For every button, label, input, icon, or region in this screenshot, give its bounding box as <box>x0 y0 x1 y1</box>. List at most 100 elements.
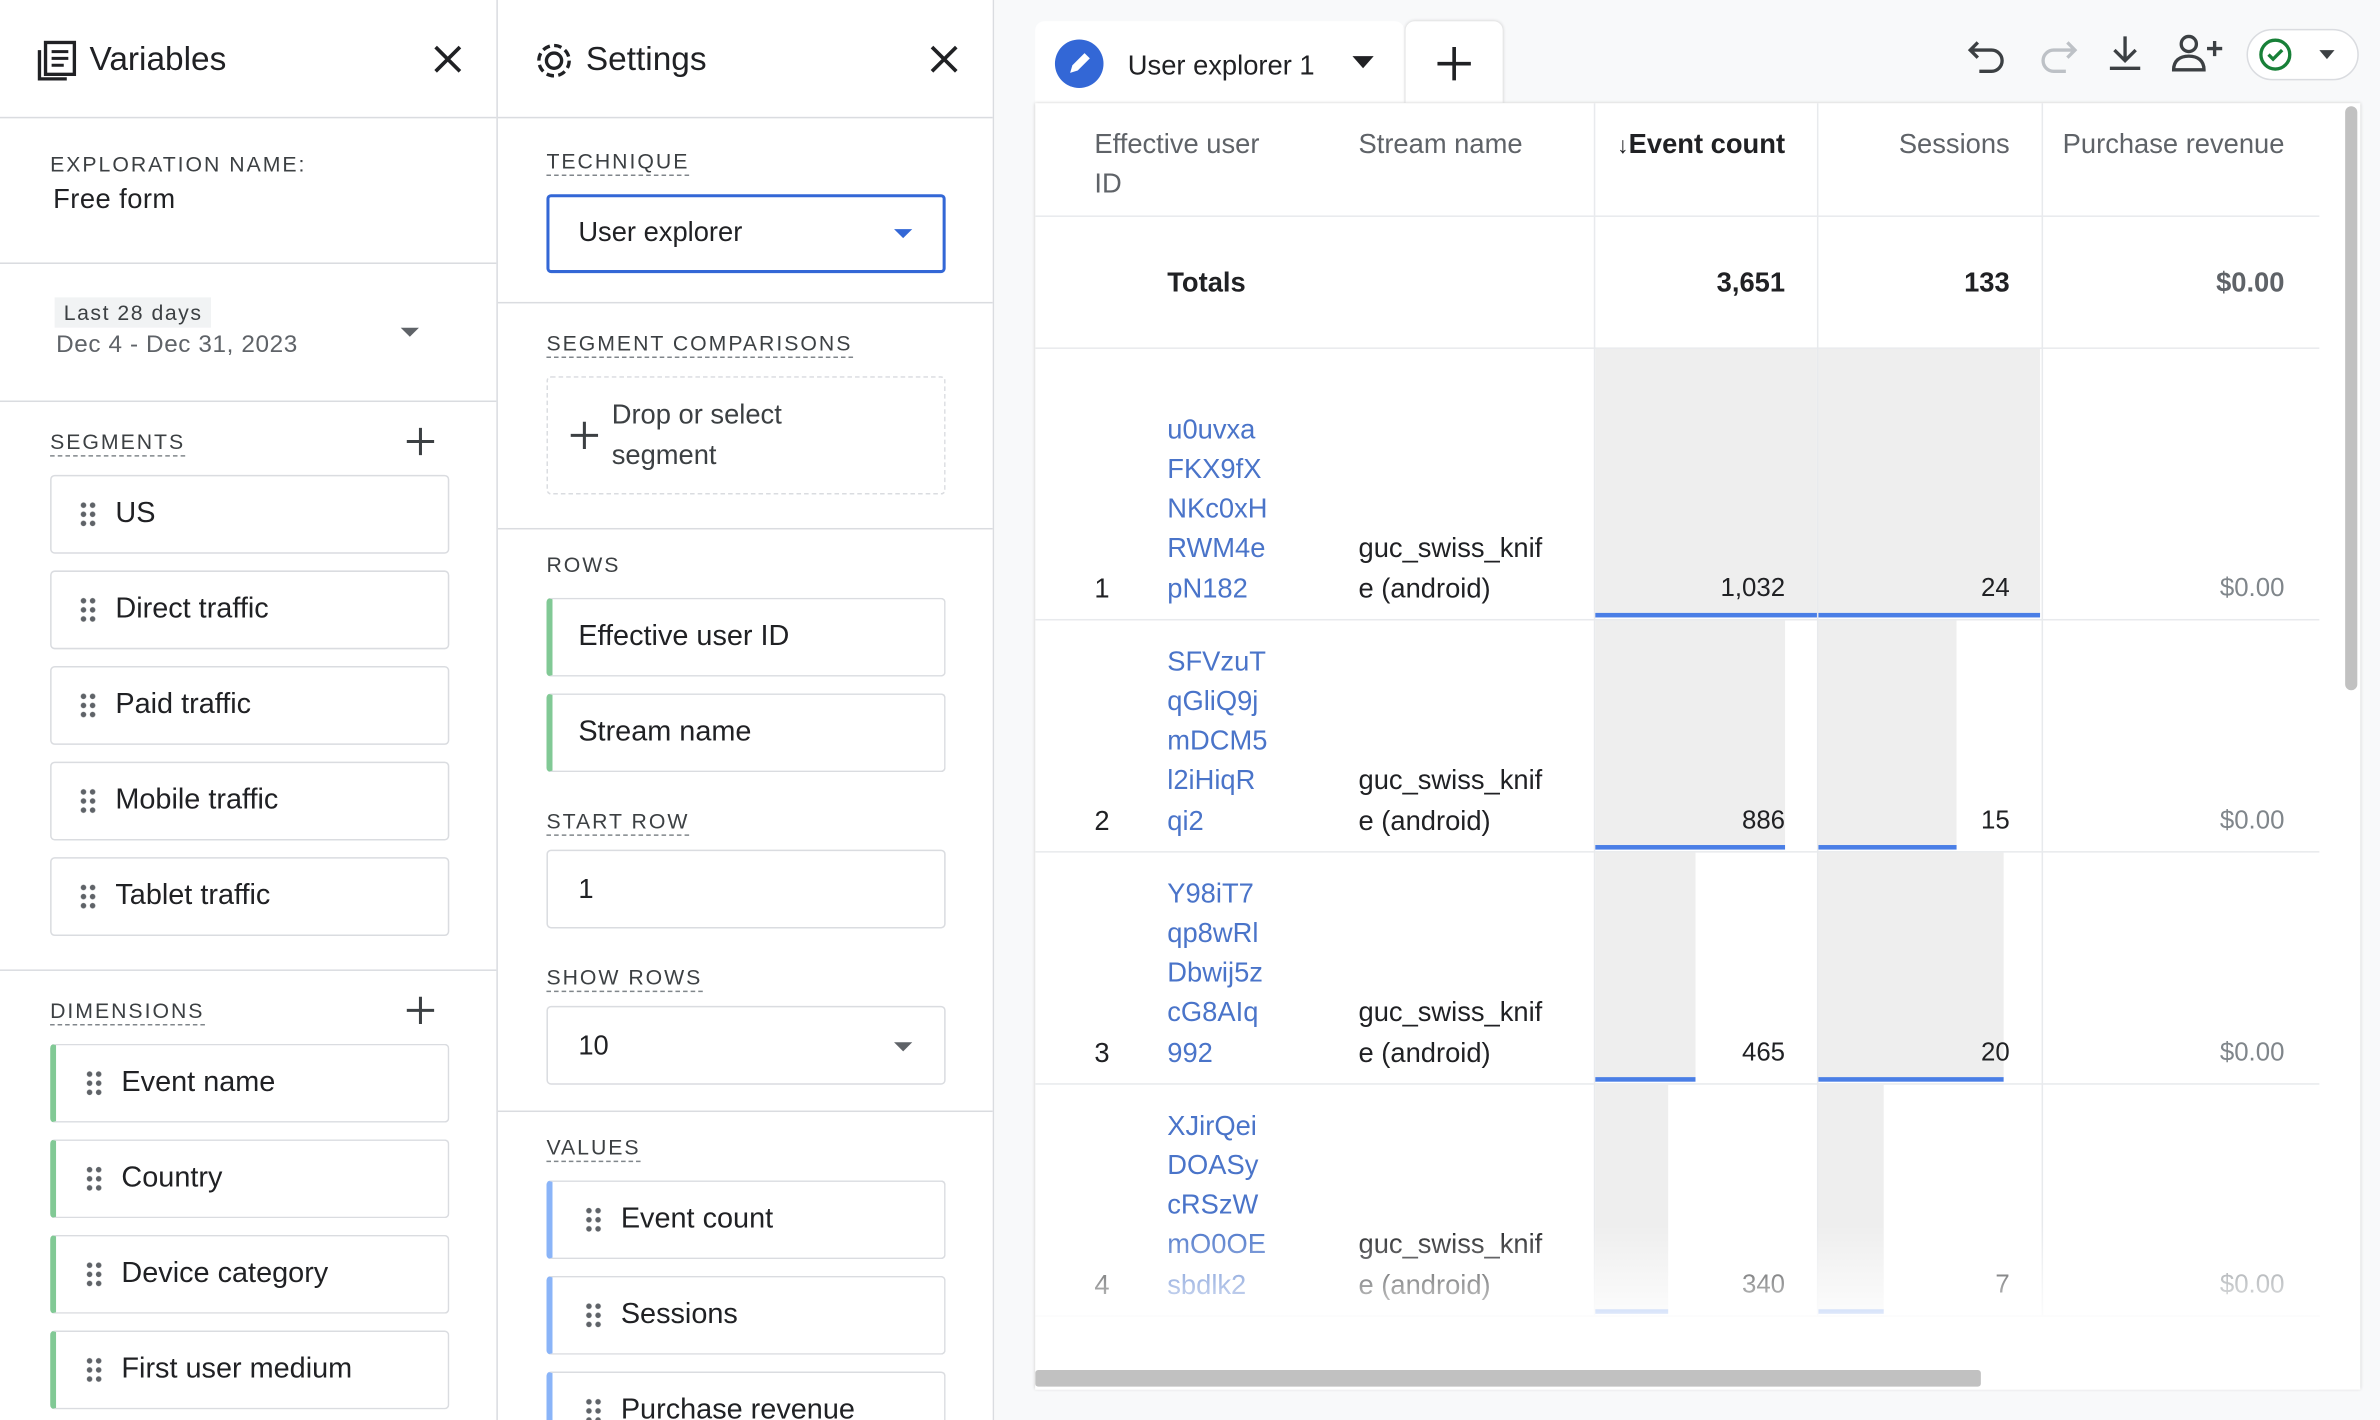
row-index: 3 <box>1094 1037 1110 1069</box>
date-range: Dec 4 - Dec 31, 2023 <box>56 332 298 359</box>
download-button[interactable] <box>2107 33 2143 72</box>
close-button[interactable] <box>927 42 960 75</box>
dimension-name: Event name <box>121 1066 276 1099</box>
segment-drop-zone[interactable] <box>546 376 946 495</box>
dimension-chip[interactable]: First user medium <box>50 1330 450 1410</box>
value-bar-line <box>1818 1077 2004 1082</box>
row-name: Stream name <box>578 716 752 748</box>
scrollbar-horizontal[interactable] <box>1035 1369 1981 1387</box>
column-header[interactable]: Effective user ID <box>1094 124 1284 203</box>
value-bar-line <box>1595 1077 1696 1082</box>
tab-dropdown[interactable] <box>1351 55 1375 70</box>
value-chip[interactable]: Event count <box>546 1180 946 1260</box>
divider <box>497 116 993 119</box>
value-bar-line <box>1818 612 2041 618</box>
redo-button[interactable] <box>2039 36 2078 73</box>
value-bar <box>1818 852 2004 1079</box>
add-button[interactable] <box>405 426 435 456</box>
dropdown-caret <box>894 229 913 239</box>
value-chip[interactable]: Purchase revenue <box>546 1371 946 1420</box>
user-id-link[interactable]: Y98iT7qp8wRlDbwij5zcG8AIq992 <box>1167 877 1263 1068</box>
total-value: 133 <box>1964 267 2010 298</box>
share-button[interactable] <box>2171 33 2226 72</box>
section-label: VALUES <box>546 1135 641 1163</box>
row-chip[interactable]: Stream name <box>546 693 946 773</box>
column-header[interactable]: Purchase revenue <box>2043 124 2285 163</box>
tab-title[interactable]: User explorer 1 <box>1127 50 1315 81</box>
technique-select[interactable]: User explorer <box>546 194 946 274</box>
column-title: Purchase revenue <box>2062 128 2285 160</box>
drag-handle <box>78 882 98 911</box>
value-name: Purchase revenue <box>620 1394 855 1420</box>
section-label: START ROW <box>546 809 690 836</box>
undo-button[interactable] <box>1967 36 2006 73</box>
section-label: SHOW ROWS <box>546 965 703 993</box>
segment-placeholder: Drop or select segment <box>611 398 782 471</box>
close-button[interactable] <box>431 42 464 75</box>
value-chip[interactable]: Sessions <box>546 1275 946 1355</box>
exploration-name: Free form <box>53 183 176 214</box>
value-bar <box>1595 852 1696 1079</box>
stream-name: guc_swiss_knife (android) <box>1358 997 1543 1068</box>
segment-name: Direct traffic <box>115 593 269 626</box>
drag-handle <box>78 691 98 720</box>
scrollbar-vertical[interactable] <box>2345 106 2358 691</box>
column-title: Sessions <box>1898 128 2010 160</box>
dropdown-caret <box>400 327 419 337</box>
status-button[interactable] <box>2246 28 2359 81</box>
value-name: Event count <box>620 1203 774 1235</box>
column-divider <box>1816 103 1819 1317</box>
drag-handle <box>78 787 98 815</box>
cell-value: 15 <box>1980 805 2010 835</box>
segment-name: Tablet traffic <box>115 879 271 912</box>
row-divider <box>1035 851 2320 853</box>
column-header[interactable]: Stream name <box>1359 124 1572 163</box>
variables-icon <box>37 40 77 81</box>
stream-name: guc_swiss_knife (android) <box>1358 533 1543 604</box>
column-divider <box>1593 103 1596 1317</box>
segment-chip[interactable]: Direct traffic <box>50 570 450 650</box>
drag-handle <box>85 1165 104 1193</box>
row-divider <box>1035 347 2320 349</box>
drag-handle <box>584 1206 603 1234</box>
drag-handle <box>85 1356 104 1384</box>
dropdown-caret <box>894 1042 913 1052</box>
cell-value: $0.00 <box>2219 573 2285 603</box>
segment-chip[interactable]: Tablet traffic <box>50 857 450 937</box>
section-label: ROWS <box>546 552 621 577</box>
segment-chip[interactable]: US <box>50 474 450 554</box>
row-index: 1 <box>1094 573 1110 604</box>
dimension-chip[interactable]: Device category <box>50 1234 450 1314</box>
dimension-chip[interactable]: Country <box>50 1139 450 1219</box>
drag-handle <box>78 596 98 624</box>
segment-chip[interactable]: Paid traffic <box>50 666 450 745</box>
value-bar <box>1595 620 1786 847</box>
column-header[interactable]: ↓Event count <box>1594 124 1785 166</box>
add-button[interactable] <box>569 420 599 450</box>
divider <box>0 262 497 264</box>
totals-label: Totals <box>1167 267 1246 298</box>
drag-handle <box>85 1260 104 1289</box>
row-chip[interactable]: Effective user ID <box>546 597 946 677</box>
section-label: SEGMENT COMPARISONS <box>546 331 853 359</box>
user-id-link[interactable]: SFVzuTqGliQ9jmDCM5l2iHiqRqi2 <box>1167 645 1268 836</box>
drag-handle <box>78 500 98 528</box>
date-badge[interactable]: Last 28 days <box>54 297 212 328</box>
value-bar-line <box>1595 845 1786 850</box>
value-bar-line <box>1818 845 1957 850</box>
start-row-input[interactable]: 1 <box>546 849 946 929</box>
dimension-name: First user medium <box>121 1353 353 1386</box>
add-button[interactable] <box>405 995 435 1025</box>
show-rows-select[interactable]: 10 <box>546 1005 946 1085</box>
fade <box>1035 1224 2320 1390</box>
column-divider <box>2041 103 2044 1317</box>
segment-chip[interactable]: Mobile traffic <box>50 761 450 841</box>
cell-value: 886 <box>1741 805 1786 835</box>
user-id-link[interactable]: u0uvxaFKX9fXNKc0xHRWM4epN182 <box>1167 413 1268 604</box>
show-rows-value: 10 <box>578 1030 609 1061</box>
column-header[interactable]: Sessions <box>1818 124 2010 163</box>
start-row-value: 1 <box>578 873 594 905</box>
dimension-chip[interactable]: Event name <box>50 1043 450 1123</box>
total-value: 3,651 <box>1716 267 1786 298</box>
segment-name: Mobile traffic <box>115 784 279 817</box>
